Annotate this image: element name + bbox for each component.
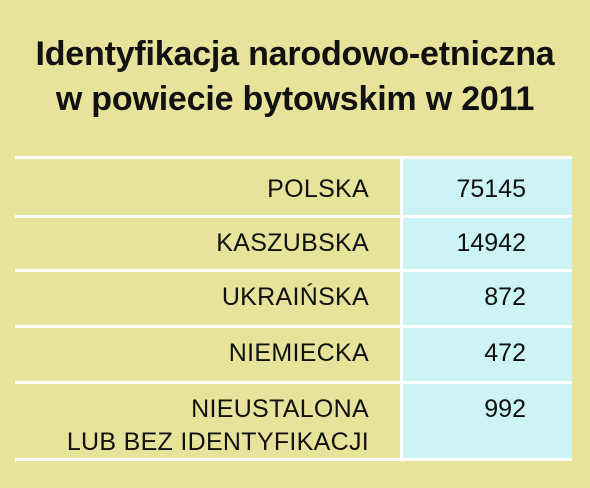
table-row: NIEUSTALONA LUB BEZ IDENTYFIKACJI 992 [15, 381, 572, 459]
value-cell: 472 [400, 328, 572, 381]
table-row: POLSKA 75145 [15, 156, 572, 215]
value-cell: 872 [400, 272, 572, 325]
chart-title-line-2: w powiecie bytowskim w 2011 [55, 80, 535, 118]
value-cell: 14942 [400, 218, 572, 269]
data-table: POLSKA 75145 KASZUBSKA 14942 UKRAIŃSKA 872 NIE… [15, 156, 572, 459]
row-label: POLSKA [267, 175, 369, 203]
value-cell: 992 [400, 384, 572, 459]
row-value: 75145 [456, 175, 526, 203]
table-bottom-divider [15, 458, 572, 461]
chart-title: Identyfikacja narodowo-etniczna w powiec… [0, 32, 590, 122]
row-value: 872 [484, 283, 526, 311]
table-row: KASZUBSKA 14942 [15, 215, 572, 269]
table-row: NIEMIECKA 472 [15, 325, 572, 381]
chart-title-line-1: Identyfikacja narodowo-etniczna [35, 35, 555, 73]
row-label: NIEUSTALONA [191, 395, 369, 423]
row-value: 472 [484, 339, 526, 367]
row-label: UKRAIŃSKA [221, 283, 369, 311]
row-label: LUB BEZ IDENTYFIKACJI [66, 428, 369, 456]
value-cell: 75145 [400, 159, 572, 215]
row-value: 992 [484, 395, 526, 423]
row-label: KASZUBSKA [216, 229, 369, 257]
table-row: UKRAIŃSKA 872 [15, 269, 572, 325]
row-value: 14942 [456, 229, 526, 257]
row-label: NIEMIECKA [228, 339, 369, 367]
